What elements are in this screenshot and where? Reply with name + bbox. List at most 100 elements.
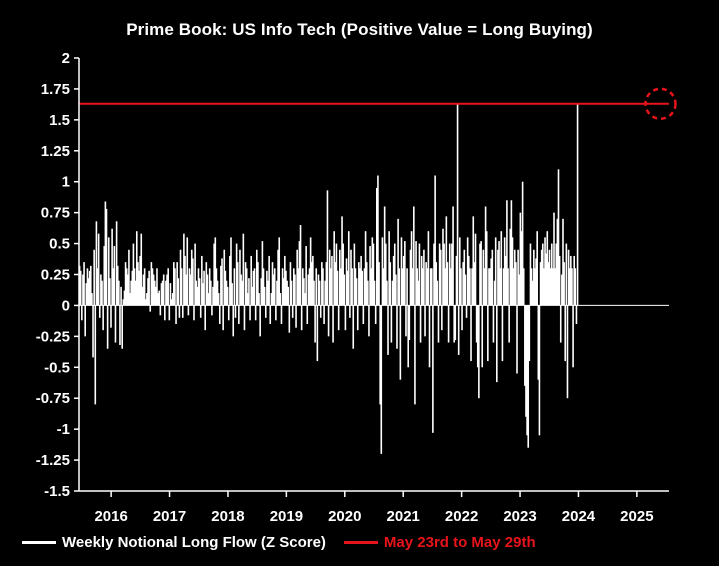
bar	[106, 305, 109, 349]
bar	[212, 286, 214, 306]
bar	[271, 262, 274, 306]
bar	[490, 258, 493, 306]
bar	[515, 262, 517, 306]
bar	[390, 305, 393, 343]
bar	[347, 231, 350, 306]
bar	[319, 305, 322, 318]
y-tick-label: -0.25	[36, 328, 70, 345]
bar	[501, 305, 504, 362]
bar	[429, 268, 432, 306]
bar	[184, 255, 186, 306]
bar	[120, 286, 122, 306]
bar	[343, 274, 346, 306]
bar	[336, 270, 339, 306]
bar	[414, 305, 416, 405]
bar	[369, 246, 371, 306]
bar	[174, 268, 176, 306]
bar	[213, 243, 215, 306]
bar	[483, 268, 486, 306]
bar	[284, 255, 286, 306]
bar	[488, 268, 490, 306]
bar	[251, 286, 254, 306]
bar	[434, 175, 436, 306]
bar	[279, 293, 282, 306]
bar	[175, 305, 177, 324]
bar	[147, 278, 149, 306]
bar	[544, 237, 546, 306]
bar	[211, 305, 213, 316]
bar	[358, 262, 360, 306]
bar	[415, 241, 417, 306]
bar	[335, 243, 338, 306]
bar	[576, 103, 579, 306]
bar	[529, 243, 532, 306]
chart-title: Prime Book: US Info Tech (Positive Value…	[126, 20, 593, 39]
y-tick-label: 1.25	[41, 143, 70, 160]
bar	[86, 268, 89, 306]
bar	[244, 262, 247, 306]
x-tick-label: 2017	[153, 508, 186, 525]
bar	[121, 305, 123, 349]
bar	[404, 241, 406, 306]
bar	[573, 255, 575, 306]
bar	[417, 280, 420, 306]
bar	[93, 249, 95, 306]
bar	[391, 280, 394, 306]
bar	[134, 280, 137, 306]
bar	[281, 268, 284, 306]
bar	[482, 249, 485, 306]
bar	[156, 268, 158, 306]
bar	[493, 280, 496, 306]
bar	[332, 305, 334, 343]
legend-item-weekly-flow: Weekly Notional Long Flow (Z Score)	[22, 534, 326, 551]
bar	[137, 262, 139, 306]
bar	[143, 268, 146, 306]
bar	[342, 243, 344, 306]
bar	[543, 268, 545, 306]
bar	[338, 249, 341, 306]
bar	[160, 283, 163, 306]
bar	[104, 201, 107, 306]
bar	[436, 280, 439, 306]
bar	[102, 305, 104, 331]
bar	[378, 262, 380, 306]
bar	[202, 283, 204, 306]
bar	[496, 305, 498, 383]
bar	[206, 274, 209, 306]
bar	[451, 243, 453, 306]
bar	[142, 274, 145, 306]
bar	[152, 274, 155, 306]
bar	[259, 305, 261, 337]
bar	[294, 274, 296, 306]
bar	[290, 280, 293, 306]
legend-label-weekly-flow: Weekly Notional Long Flow (Z Score)	[62, 533, 326, 551]
bar	[433, 243, 435, 306]
bar	[473, 262, 476, 306]
bar	[165, 280, 167, 306]
bar	[447, 305, 450, 343]
bar	[242, 233, 245, 306]
bar	[187, 305, 190, 316]
bar	[346, 270, 349, 306]
bar	[462, 262, 464, 306]
bar	[471, 268, 473, 306]
bar	[245, 268, 248, 306]
bar	[331, 255, 333, 306]
bar	[360, 255, 362, 306]
bar	[144, 299, 147, 306]
bar	[247, 293, 249, 306]
bar	[350, 249, 352, 306]
bar	[510, 200, 513, 306]
bar	[240, 274, 242, 306]
y-tick-label: -1.25	[36, 452, 70, 469]
bar	[481, 305, 484, 368]
bar	[153, 280, 156, 306]
bar	[395, 274, 397, 306]
bar	[255, 249, 258, 306]
bar	[456, 103, 459, 306]
bar	[452, 206, 454, 306]
bar	[130, 280, 132, 306]
bar	[461, 305, 463, 331]
bar	[467, 255, 470, 306]
x-tick-label: 2024	[562, 508, 596, 525]
